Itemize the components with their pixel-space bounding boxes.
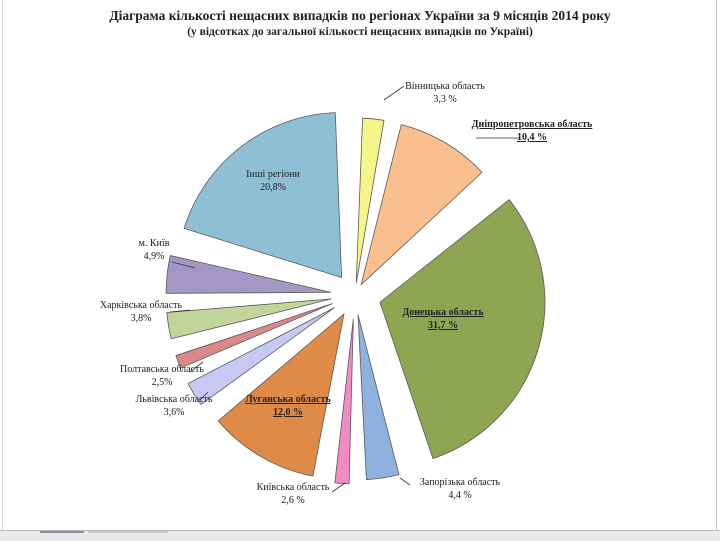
leader-line (189, 361, 204, 373)
slice-value-label: 20,8% (260, 182, 286, 193)
slice-value-label: 31,7 % (428, 320, 458, 331)
slice-value-label: 3,3 % (433, 94, 456, 105)
slice-value-label: 10,4 % (517, 132, 547, 143)
slice-label: Київська область (257, 482, 330, 493)
leader-line (169, 309, 191, 313)
slice-label: Львівська область (136, 394, 213, 405)
leader-line (383, 85, 405, 101)
slice-label: Інші регіони (246, 169, 300, 180)
slice-value-label: 12,0 % (273, 407, 303, 418)
pie-slice (379, 199, 546, 460)
bottom-bar-segment (40, 531, 84, 533)
bottom-bar-segment (88, 531, 168, 533)
slice-value-label: 2,5% (152, 377, 173, 388)
chart-title: Діаграма кількості нещасних випадків по … (109, 8, 611, 23)
slice-value-label: 4,4 % (448, 490, 471, 501)
pie-slice (165, 254, 332, 294)
pie-slice (360, 124, 483, 286)
leader-line (399, 477, 411, 486)
chart-subtitle: (у відсотках до загальної кількості неща… (187, 26, 533, 38)
leader-line (331, 482, 346, 493)
pie-slice (334, 318, 354, 485)
leader-line (199, 391, 209, 401)
slice-label: м. Київ (139, 238, 170, 249)
slice-label: Дніпропетровська область (472, 119, 593, 130)
slice-label: Полтавська область (120, 364, 204, 375)
leader-line (171, 261, 196, 269)
slice-label: Запорізька область (420, 477, 501, 488)
pie-slice (357, 314, 400, 480)
bottom-bar (0, 530, 720, 541)
pie-slice (217, 312, 345, 477)
slice-label: Харківська область (100, 300, 183, 311)
slice-label: Луганська область (245, 394, 331, 405)
pie-slice (175, 303, 333, 369)
pie-slice (355, 117, 385, 284)
slice-value-label: 3,6% (164, 407, 185, 418)
slice-label: Вінницька область (405, 81, 485, 92)
slice-label: Донецька область (402, 307, 484, 318)
pie-slice (166, 298, 332, 340)
slice-value-label: 2,6 % (281, 495, 304, 506)
pie-slice (183, 112, 343, 279)
pie-slice (187, 307, 335, 406)
slice-value-label: 3,8% (131, 313, 152, 324)
slice-value-label: 4,9% (144, 251, 165, 262)
